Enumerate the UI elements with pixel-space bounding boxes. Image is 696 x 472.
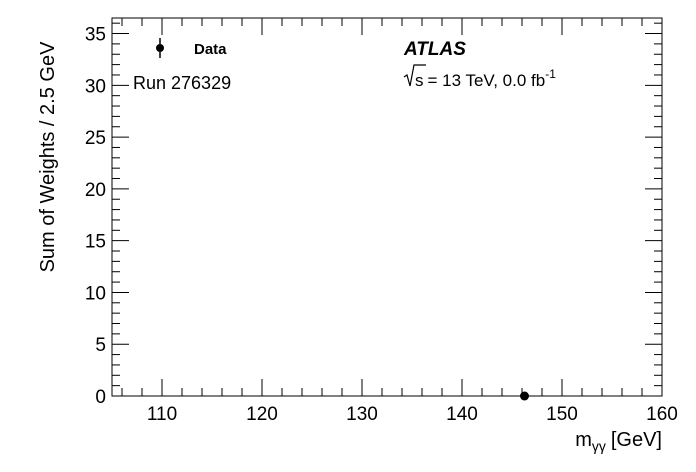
legend-marker [156,44,164,52]
x-axis-title-unit: [GeV] [611,429,662,451]
x-axis-title-sub: γγ [592,438,606,454]
data-point [520,391,529,401]
y-tick-label: 5 [95,335,106,356]
x-tick-label: 120 [246,404,278,425]
lumi-exponent: -1 [545,67,556,81]
run-label: Run 276329 [133,73,231,93]
y-axis-title: Sum of Weights / 2.5 GeV [37,41,59,273]
y-tick-label: 35 [85,25,106,46]
y-tick-label: 20 [85,180,106,201]
x-tick-label: 150 [546,404,578,425]
x-axis-title: mγγ [GeV] [575,429,662,454]
legend-label-data: Data [194,41,227,58]
legend: Data [156,38,227,58]
atlas-label: ATLAS [403,39,466,60]
energy-text: = 13 TeV, 0.0 fb [428,71,546,90]
x-tick-label: 130 [346,404,378,425]
energy-label: s = 13 TeV, 0.0 fb-1 [415,67,556,90]
x-tick-label: 110 [147,404,177,425]
sqrt-icon [403,64,426,87]
y-tick-label: 15 [85,232,106,253]
energy-prefix: s [415,71,424,90]
y-tick-label: 10 [85,283,106,304]
energy-lumi-label: s = 13 TeV, 0.0 fb-1 [403,64,556,90]
x-tick-label: 140 [446,404,478,425]
plot-frame [111,17,663,397]
y-tick-label: 30 [85,76,106,97]
y-tick-label: 25 [85,128,106,149]
y-tick-label: 0 [95,387,106,408]
x-axis-title-main: m [575,429,592,451]
x-tick-label: 160 [646,404,678,425]
